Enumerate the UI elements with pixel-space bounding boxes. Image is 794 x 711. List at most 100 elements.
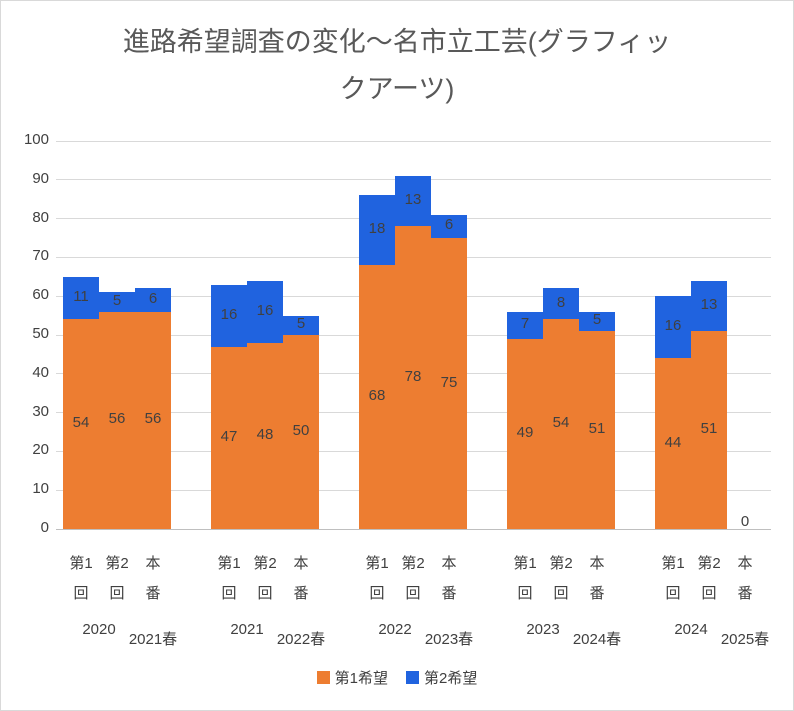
bar-segment-second-choice (543, 288, 579, 320)
data-label-second-choice: 11 (73, 288, 89, 306)
bar-segment-first-choice (211, 346, 247, 529)
category-label: 第1 回 (513, 555, 537, 602)
y-axis-tick-label: 50 (32, 325, 49, 342)
y-axis-tick-label: 20 (32, 441, 49, 459)
bar-segment-second-choice (691, 280, 727, 332)
category-label: 第2 回 (697, 555, 721, 602)
bar-segment-first-choice (359, 265, 395, 529)
bar-segment-first-choice (507, 338, 543, 529)
category-label: 本 番 (293, 555, 309, 602)
data-label-first-choice: 48 (256, 425, 274, 443)
category-label: 本 番 (145, 555, 161, 602)
data-label-second-choice: 6 (148, 290, 158, 308)
y-axis-tick-label: 80 (32, 208, 49, 226)
data-label-first-choice: 56 (144, 410, 162, 428)
bar-segment-first-choice (579, 331, 615, 529)
bar-segment-second-choice (431, 214, 467, 238)
chart-title-line-2: クアーツ) (339, 74, 455, 104)
bar-segment-second-choice (395, 175, 431, 227)
data-label-first-choice: 75 (440, 373, 458, 391)
y-axis-tick-label: 0 (40, 519, 49, 536)
data-label-first-choice: 68 (368, 387, 386, 405)
year-label: 2020 (82, 621, 116, 638)
data-label-first-choice: 49 (516, 423, 534, 441)
category-label: 本 番 (441, 555, 457, 602)
data-label-second-choice: 6 (444, 216, 454, 234)
y-axis-tick-label: 60 (32, 286, 49, 304)
bar-segment-first-choice (655, 358, 691, 529)
data-label-first-choice: 50 (292, 422, 310, 439)
spring-year-label: 2022春 (276, 631, 326, 648)
category-label: 第1 回 (69, 555, 93, 602)
data-label-second-choice: 16 (664, 317, 682, 335)
legend: 第1希望 第2希望 (1, 667, 793, 688)
data-label-second-choice: 16 (256, 301, 274, 319)
bar-segment-second-choice (99, 292, 135, 312)
bar-segment-first-choice (283, 335, 319, 529)
bar-segment-first-choice (99, 311, 135, 529)
legend-swatch-first-choice-icon (316, 671, 330, 684)
y-axis-tick-label: 30 (32, 402, 49, 420)
bar-segment-second-choice (507, 311, 543, 339)
bar-segment-second-choice (211, 284, 247, 347)
data-label-second-choice: 8 (556, 293, 566, 311)
data-label-second-choice: 5 (296, 315, 306, 333)
data-label-first-choice: 56 (108, 410, 126, 428)
spring-year-label: 2021春 (128, 631, 178, 648)
category-label: 第2 回 (105, 555, 129, 602)
spring-year-label: 2024春 (572, 631, 622, 648)
data-label-second-choice: 5 (592, 311, 602, 329)
category-label: 本 番 (737, 555, 753, 602)
bar-segment-first-choice (135, 311, 171, 529)
legend-swatch-second-choice-icon (406, 671, 419, 684)
data-label-first-choice: 51 (588, 420, 606, 438)
category-label: 第1 回 (217, 555, 241, 602)
bar-segment-second-choice (135, 288, 171, 312)
legend-item-second-choice: 第2希望 (406, 667, 477, 688)
category-label: 本 番 (589, 555, 605, 602)
bar-segment-second-choice (63, 276, 99, 320)
legend-label-second-choice: 第2希望 (424, 670, 478, 687)
y-axis-tick-label: 10 (32, 480, 49, 498)
data-label-first-choice: 78 (404, 367, 422, 385)
data-label-first-choice: 54 (552, 414, 570, 432)
year-label: 2023 (526, 621, 560, 638)
bar-segment-first-choice (431, 238, 467, 529)
data-label-second-choice: 18 (368, 220, 386, 238)
category-label: 第1 回 (365, 555, 389, 602)
data-label-first-choice: 54 (72, 414, 90, 432)
bar-segment-second-choice (359, 195, 395, 266)
data-label-first-choice: 51 (700, 420, 718, 438)
chart-title-line-1: 進路希望調査の変化～名市立工芸(グラフィッ (122, 27, 672, 57)
data-label-second-choice: 5 (112, 292, 122, 310)
bar-segment-second-choice (579, 311, 615, 332)
data-label-first-choice: 0 (740, 513, 750, 530)
year-label: 2022 (378, 621, 412, 638)
bar-segment-second-choice (655, 296, 691, 359)
bar-segment-first-choice (247, 342, 283, 529)
data-label-first-choice: 47 (220, 427, 238, 445)
bar-segment-first-choice (63, 319, 99, 529)
spring-year-label: 2025春 (720, 631, 770, 648)
y-axis-tick-label: 40 (32, 363, 49, 381)
bar-segment-second-choice (283, 315, 319, 335)
year-label: 2021 (230, 621, 264, 638)
legend-label-first-choice: 第1希望 (334, 670, 388, 687)
category-label: 第2 回 (253, 555, 277, 602)
category-label: 第2 回 (401, 555, 425, 602)
data-label-second-choice: 16 (220, 305, 238, 323)
x-axis-line (56, 528, 771, 530)
bar-segment-second-choice (247, 280, 283, 343)
legend-item-first-choice: 第1希望 (316, 667, 388, 688)
bar-segment-first-choice (543, 319, 579, 529)
chart-title: 進路希望調査の変化～名市立工芸(グラフィッ クアーツ) (1, 19, 793, 113)
y-axis-tick-label: 90 (32, 169, 49, 187)
data-label-second-choice: 13 (404, 191, 422, 209)
bar-segment-first-choice (691, 331, 727, 529)
year-label: 2024 (674, 621, 708, 638)
category-label: 第1 回 (661, 555, 685, 602)
spring-year-label: 2023春 (424, 631, 474, 648)
y-axis-tick-label: 100 (23, 131, 49, 148)
data-label-second-choice: 13 (700, 295, 718, 313)
data-label-second-choice: 7 (520, 315, 530, 333)
